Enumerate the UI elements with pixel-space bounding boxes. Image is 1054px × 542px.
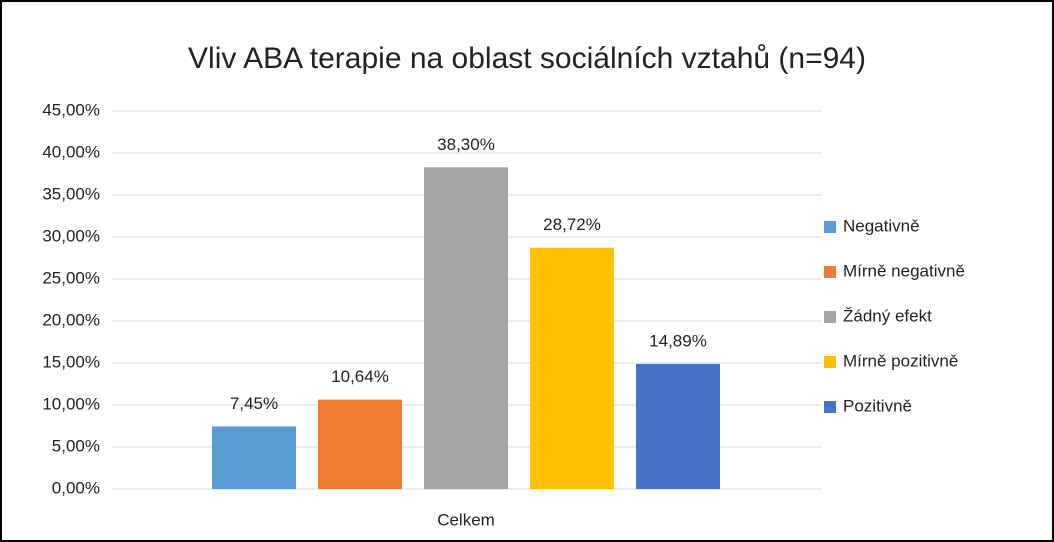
legend-label: Mírně pozitivně [843, 351, 958, 370]
y-tick-label: 35,00% [42, 184, 100, 203]
bar [424, 167, 508, 489]
legend-label: Negativně [843, 216, 920, 235]
data-label: 38,30% [437, 135, 495, 154]
data-label: 10,64% [331, 367, 389, 386]
data-label: 7,45% [230, 394, 278, 413]
legend-swatch [824, 266, 836, 278]
legend-swatch [824, 221, 836, 233]
y-tick-label: 0,00% [52, 478, 100, 497]
legend-swatch [824, 356, 836, 368]
y-tick-label: 30,00% [42, 226, 100, 245]
y-tick-label: 45,00% [42, 100, 100, 119]
y-tick-label: 25,00% [42, 268, 100, 287]
legend-label: Mírně negativně [843, 261, 965, 280]
bar [318, 399, 402, 489]
bar [530, 247, 614, 489]
bar [636, 363, 720, 489]
y-tick-label: 15,00% [42, 352, 100, 371]
legend-label: Žádný efekt [843, 306, 932, 325]
bar [212, 426, 296, 489]
x-tick-label: Celkem [437, 510, 495, 529]
y-tick-label: 5,00% [52, 436, 100, 455]
legend-label: Pozitivně [843, 396, 912, 415]
y-tick-label: 40,00% [42, 142, 100, 161]
data-label: 14,89% [649, 331, 707, 350]
chart-title: Vliv ABA terapie na oblast sociálních vz… [188, 42, 866, 75]
legend-swatch [824, 311, 836, 323]
y-tick-label: 10,00% [42, 394, 100, 413]
data-label: 28,72% [543, 215, 601, 234]
y-tick-label: 20,00% [42, 310, 100, 329]
legend-swatch [824, 401, 836, 413]
